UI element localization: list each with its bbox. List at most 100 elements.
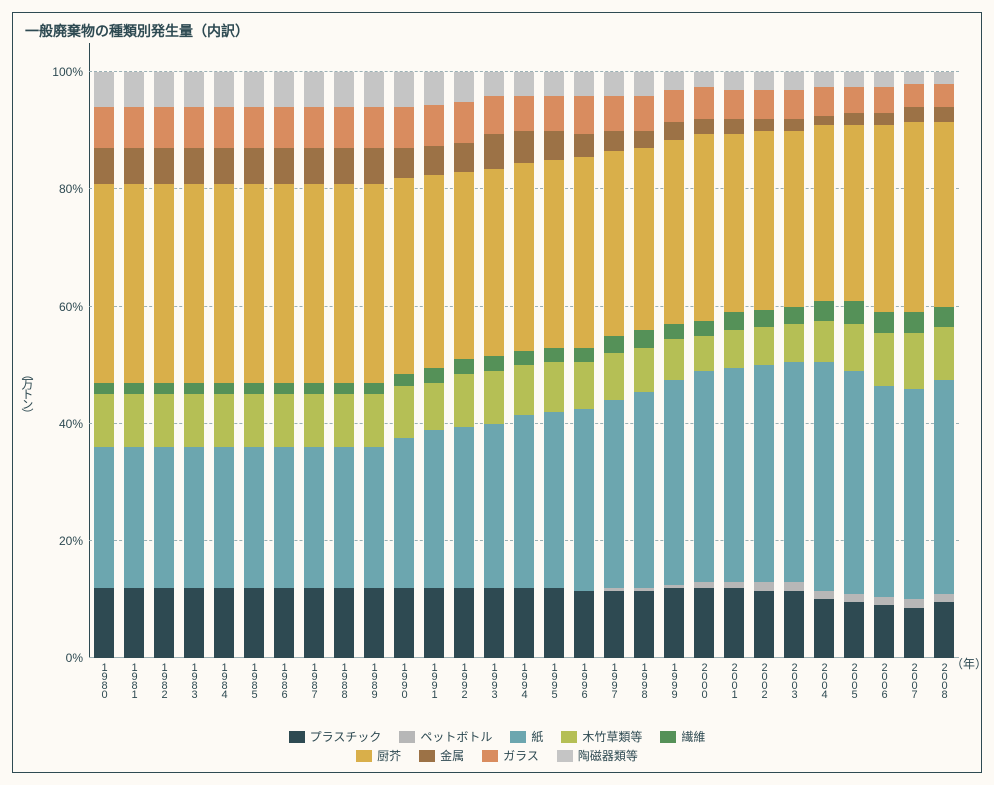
bar-segment-woodgrass bbox=[754, 327, 774, 365]
bar-segment-paper bbox=[634, 392, 654, 588]
x-tick-label: 1984 bbox=[219, 662, 230, 698]
x-tick-label: 2002 bbox=[759, 662, 770, 698]
bar-segment-metal bbox=[934, 107, 954, 122]
bar-segment-metal bbox=[184, 148, 204, 183]
chart-title: 一般廃棄物の種類別発生量（内訳） bbox=[25, 21, 249, 41]
bar-segment-woodgrass bbox=[154, 394, 174, 447]
bar-segment-ceramics bbox=[634, 72, 654, 95]
bar-segment-ceramics bbox=[844, 72, 864, 87]
bar-segment-paper bbox=[724, 368, 744, 582]
bar-segment-plastic bbox=[874, 605, 894, 658]
bar-segment-kitchen bbox=[784, 131, 804, 307]
bar-segment-glass bbox=[634, 96, 654, 131]
bar-segment-kitchen bbox=[604, 151, 624, 336]
bar-segment-plastic bbox=[844, 602, 864, 658]
bar-segment-metal bbox=[754, 119, 774, 131]
bar-segment-glass bbox=[274, 107, 294, 148]
bar-segment-glass bbox=[724, 90, 744, 119]
bar-segment-metal bbox=[634, 131, 654, 149]
bar: 1996 bbox=[574, 43, 594, 658]
bar: 2008 bbox=[934, 43, 954, 658]
bar-segment-paper bbox=[184, 447, 204, 588]
x-tick-label: 2001 bbox=[729, 662, 740, 698]
x-tick-label: 1990 bbox=[399, 662, 410, 698]
bar-segment-kitchen bbox=[184, 184, 204, 383]
bar-segment-plastic bbox=[154, 588, 174, 658]
bar-segment-fiber bbox=[934, 307, 954, 328]
x-tick-label: 1980 bbox=[99, 662, 110, 698]
legend-swatch bbox=[510, 731, 526, 743]
bar-segment-glass bbox=[844, 87, 864, 113]
bar-segment-metal bbox=[604, 131, 624, 152]
bar-segment-ceramics bbox=[394, 72, 414, 107]
bar-segment-paper bbox=[694, 371, 714, 582]
bar-segment-woodgrass bbox=[334, 394, 354, 447]
bar-segment-ceramics bbox=[454, 72, 474, 101]
bar-segment-kitchen bbox=[334, 184, 354, 383]
x-tick-label: 1985 bbox=[249, 662, 260, 698]
legend: プラスチックペットボトル紙木竹草類等繊維厨芥金属ガラス陶磁器類等 bbox=[13, 726, 981, 764]
bar-segment-paper bbox=[454, 427, 474, 588]
bar-segment-kitchen bbox=[634, 148, 654, 330]
bar-segment-fiber bbox=[394, 374, 414, 386]
bar-segment-metal bbox=[364, 148, 384, 183]
bar: 1991 bbox=[424, 43, 444, 658]
x-tick-label: 1996 bbox=[579, 662, 590, 698]
bar: 1989 bbox=[364, 43, 384, 658]
legend-label: 金属 bbox=[440, 747, 464, 764]
bar-segment-ceramics bbox=[364, 72, 384, 107]
bar-segment-paper bbox=[874, 386, 894, 597]
bar-segment-fiber bbox=[484, 356, 504, 371]
bar-segment-pet bbox=[844, 594, 864, 603]
bar-segment-ceramics bbox=[334, 72, 354, 107]
bar-segment-fiber bbox=[754, 310, 774, 328]
bar-segment-kitchen bbox=[814, 125, 834, 301]
x-tick-label: 2000 bbox=[699, 662, 710, 698]
bar-segment-fiber bbox=[814, 301, 834, 322]
x-tick-label: 2004 bbox=[819, 662, 830, 698]
bar-segment-paper bbox=[904, 389, 924, 600]
x-tick-label: 1994 bbox=[519, 662, 530, 698]
bar-segment-glass bbox=[484, 96, 504, 134]
x-tick-label: 1995 bbox=[549, 662, 560, 698]
bar-segment-glass bbox=[694, 87, 714, 119]
bar: 1982 bbox=[154, 43, 174, 658]
bar-segment-woodgrass bbox=[694, 336, 714, 371]
bar-segment-fiber bbox=[94, 383, 114, 395]
bar-segment-woodgrass bbox=[604, 353, 624, 400]
legend-label: 木竹草類等 bbox=[582, 728, 642, 745]
bar-segment-kitchen bbox=[154, 184, 174, 383]
bar-segment-ceramics bbox=[154, 72, 174, 107]
bar-segment-ceramics bbox=[904, 72, 924, 84]
bar-segment-kitchen bbox=[904, 122, 924, 312]
bar-segment-kitchen bbox=[874, 125, 894, 312]
legend-label: 陶磁器類等 bbox=[578, 747, 638, 764]
bar-segment-paper bbox=[274, 447, 294, 588]
bar-segment-glass bbox=[784, 90, 804, 119]
bar-segment-plastic bbox=[454, 588, 474, 658]
bar-segment-woodgrass bbox=[934, 327, 954, 380]
bar-segment-metal bbox=[514, 131, 534, 163]
bar: 1988 bbox=[334, 43, 354, 658]
bar-segment-plastic bbox=[664, 588, 684, 658]
legend-swatch bbox=[482, 750, 498, 762]
bar-segment-plastic bbox=[184, 588, 204, 658]
legend-swatch bbox=[356, 750, 372, 762]
bar-segment-ceramics bbox=[784, 72, 804, 90]
bar-segment-plastic bbox=[724, 588, 744, 658]
bar-segment-metal bbox=[574, 134, 594, 157]
bar-segment-paper bbox=[304, 447, 324, 588]
bar-segment-glass bbox=[154, 107, 174, 148]
bar-segment-ceramics bbox=[124, 72, 144, 107]
bar-segment-plastic bbox=[604, 591, 624, 658]
bar-segment-kitchen bbox=[214, 184, 234, 383]
bar-segment-plastic bbox=[694, 588, 714, 658]
bar-segment-woodgrass bbox=[814, 321, 834, 362]
bar-segment-kitchen bbox=[664, 140, 684, 325]
bar-segment-kitchen bbox=[694, 134, 714, 321]
bar-segment-paper bbox=[364, 447, 384, 588]
plot-area: 0%20%40%60%80%100% 198019811982198319841… bbox=[89, 43, 959, 658]
bar-segment-plastic bbox=[544, 588, 564, 658]
x-tick-label: 2005 bbox=[849, 662, 860, 698]
bar-segment-paper bbox=[154, 447, 174, 588]
